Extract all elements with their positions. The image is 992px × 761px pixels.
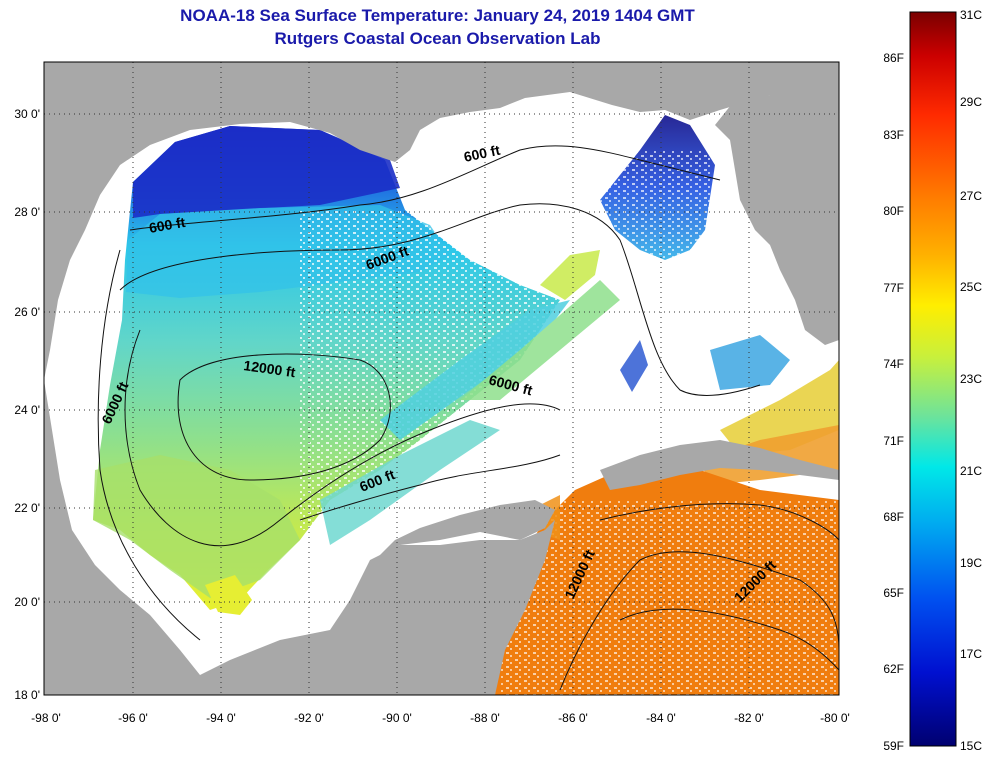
colorbar-fahrenheit-label: 83F (883, 128, 904, 142)
texas-louisiana-coast (44, 62, 770, 380)
lat-label: 30 0' (14, 107, 40, 121)
florida-peninsula (715, 62, 839, 345)
colorbar-celsius-label: 21C (960, 464, 982, 478)
lat-label: 26 0' (14, 305, 40, 319)
colorbar-fahrenheit-label: 80F (883, 204, 904, 218)
contour-600ft-yucatan (299, 454, 561, 521)
lat-label: 18 0' (14, 688, 40, 702)
map-title: NOAA-18 Sea Surface Temperature: January… (180, 6, 695, 25)
lat-lon-grid (44, 62, 839, 695)
lat-label: 20 0' (14, 595, 40, 609)
northwest-cold-water (133, 126, 400, 218)
contour-6000ft (119, 203, 761, 396)
lon-label: -84 0' (646, 711, 676, 725)
lon-label: -96 0' (118, 711, 148, 725)
sst-streaks (320, 250, 620, 545)
lon-label: -92 0' (294, 711, 324, 725)
temperature-colorbar (909, 11, 957, 747)
colorbar-celsius-label: 25C (960, 280, 982, 294)
colorbar-fahrenheit-label: 65F (883, 586, 904, 600)
lon-label: -82 0' (734, 711, 764, 725)
contour-label: 12000 ft (243, 357, 297, 380)
colorbar-celsius-label: 27C (960, 189, 982, 203)
contour-label: 600 ft (148, 214, 187, 236)
contour-label: 600 ft (462, 142, 501, 165)
colorbar-celsius-label: 17C (960, 647, 982, 661)
colorbar-celsius-label: 15C (960, 739, 982, 753)
colorbar-fahrenheit-label: 59F (883, 739, 904, 753)
lon-label: -88 0' (470, 711, 500, 725)
lat-label: 24 0' (14, 403, 40, 417)
colorbar-celsius-label: 31C (960, 8, 982, 22)
lat-label: 28 0' (14, 205, 40, 219)
green-patch (93, 455, 300, 598)
contour-12000ft-caribbean (559, 551, 839, 691)
map-subtitle: Rutgers Coastal Ocean Observation Lab (274, 29, 601, 48)
colorbar-celsius-label: 19C (960, 556, 982, 570)
lon-label: -80 0' (820, 711, 850, 725)
lon-label: -94 0' (206, 711, 236, 725)
contour-6000ft-west (124, 329, 561, 547)
contour-600ft-west (97, 249, 201, 641)
colorbar-fahrenheit-label: 68F (883, 510, 904, 524)
lon-label: -86 0' (558, 711, 588, 725)
contour-600ft-north (129, 145, 721, 231)
lat-label: 22 0' (14, 501, 40, 515)
yucatan-peninsula (375, 500, 555, 560)
colorbar-fahrenheit-label: 86F (883, 51, 904, 65)
bathymetry-contours (97, 145, 839, 691)
colorbar-fahrenheit-label: 71F (883, 434, 904, 448)
colorbar-celsius-label: 23C (960, 372, 982, 386)
colorbar-fahrenheit-label: 74F (883, 357, 904, 371)
lon-label: -90 0' (382, 711, 412, 725)
cuba (600, 440, 839, 490)
mexico-south-coast (200, 520, 555, 695)
yellow-patch (205, 575, 252, 615)
colorbar-fahrenheit-label: 62F (883, 662, 904, 676)
colorbar-fahrenheit-label: 77F (883, 281, 904, 295)
land-masses (44, 62, 839, 695)
map-frame (43, 61, 840, 696)
lon-label: -98 0' (31, 711, 61, 725)
contour-12000ft (177, 353, 391, 481)
mexico-coast (44, 380, 215, 695)
colorbar-celsius-label: 29C (960, 95, 982, 109)
